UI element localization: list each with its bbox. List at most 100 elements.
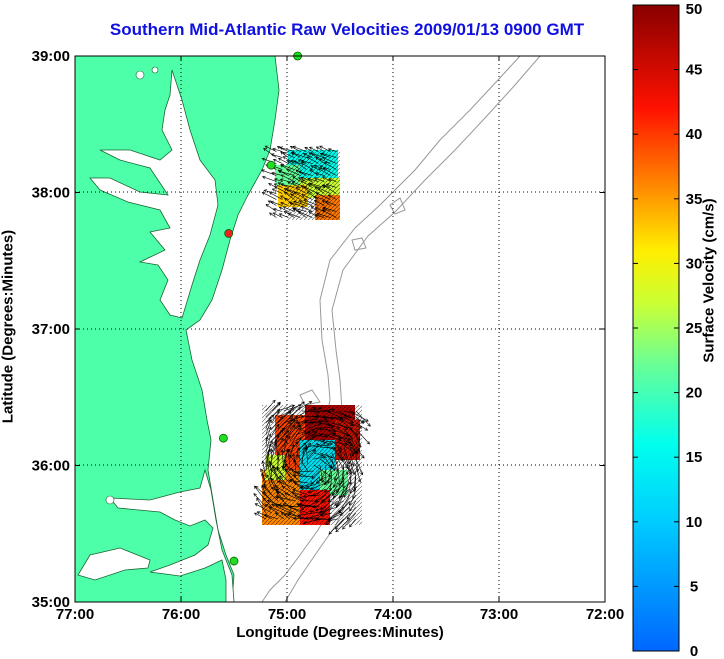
velocity-arrow-head xyxy=(269,212,273,216)
velocity-arrow xyxy=(337,428,349,437)
velocity-arrow-head xyxy=(283,513,288,517)
velocity-arrow-head xyxy=(325,200,329,204)
velocity-arrow xyxy=(309,146,319,152)
velocity-arrow xyxy=(289,422,300,436)
velocity-arrow-head xyxy=(364,427,369,431)
velocity-arrow-head xyxy=(264,504,269,508)
velocity-arrow xyxy=(265,504,284,514)
velocity-arrow xyxy=(262,176,277,182)
velocity-arrow-head xyxy=(290,467,294,472)
velocity-arrow-head xyxy=(349,490,353,494)
velocity-arrow xyxy=(271,442,277,459)
velocity-arrow xyxy=(355,434,361,447)
velocity-arrow xyxy=(282,486,296,496)
velocity-arrow xyxy=(315,506,326,511)
velocity-arrow xyxy=(336,476,345,494)
velocity-arrow-head xyxy=(301,194,306,198)
velocity-arrow-head xyxy=(293,458,297,463)
velocity-arrow-head xyxy=(344,426,349,430)
velocity-arrow xyxy=(271,503,290,514)
velocity-arrow xyxy=(341,464,345,484)
velocity-arrow xyxy=(313,452,324,457)
velocity-arrow xyxy=(349,458,355,475)
velocity-arrow-head xyxy=(332,467,336,472)
velocity-arrow-head xyxy=(309,182,313,186)
velocity-arrow-head xyxy=(302,442,307,447)
velocity-arrow xyxy=(280,178,289,182)
colorbar-tick-label: 30 xyxy=(686,255,703,272)
velocity-arrow xyxy=(297,211,313,218)
velocity-arrow-head xyxy=(289,417,293,421)
velocity-arrow-head xyxy=(296,495,301,499)
velocity-arrow-head xyxy=(290,151,295,155)
colorbar-tick-label: 45 xyxy=(686,62,703,79)
velocity-arrow xyxy=(315,488,332,503)
velocity-arrow xyxy=(300,500,320,510)
velocity-arrow xyxy=(320,488,338,503)
velocity-arrow xyxy=(313,444,330,448)
velocity-arrow xyxy=(323,185,337,194)
velocity-arrow-head xyxy=(290,491,295,495)
velocity-arrow-head xyxy=(314,507,319,512)
velocity-arrow-head xyxy=(313,164,318,169)
velocity-arrow xyxy=(279,213,289,218)
velocity-arrow xyxy=(291,152,307,158)
velocity-arrow xyxy=(322,208,331,212)
velocity-arrow-head xyxy=(302,152,307,157)
velocity-arrow-head xyxy=(302,521,307,525)
velocity-arrow-head xyxy=(289,145,294,149)
y-axis-ticks: 35:00 36:00 37:00 38:00 39:00 xyxy=(32,48,605,611)
velocity-arrow-head xyxy=(292,424,296,429)
velocity-arrow-head xyxy=(320,453,324,457)
velocity-arrow xyxy=(279,475,291,490)
velocity-arrow-head xyxy=(300,486,304,490)
velocity-arrow-head xyxy=(287,212,292,216)
velocity-arrow-head xyxy=(322,455,327,460)
velocity-arrow-head xyxy=(314,172,319,176)
velocity-arrow-head xyxy=(296,422,300,426)
velocity-arrow xyxy=(337,416,354,427)
velocity-arrow xyxy=(319,464,324,483)
velocity-arrow xyxy=(283,424,296,442)
velocity-arrow xyxy=(333,476,339,488)
velocity-arrow-head xyxy=(314,177,318,181)
velocity-arrow xyxy=(319,165,331,170)
velocity-arrow-head xyxy=(279,146,283,150)
velocity-arrow-head xyxy=(327,518,331,523)
velocity-arrow-head xyxy=(322,200,326,204)
velocity-arrow-head xyxy=(289,201,293,205)
velocity-arrow-head xyxy=(280,512,285,516)
velocity-arrow-head xyxy=(309,509,313,514)
velocity-arrow xyxy=(270,469,285,484)
velocity-arrow-head xyxy=(338,510,342,514)
velocity-arrow xyxy=(293,482,308,490)
velocity-arrow xyxy=(319,470,327,482)
velocity-arrow xyxy=(289,424,302,442)
velocity-arrow-head xyxy=(274,438,278,443)
velocity-arrow xyxy=(349,434,359,453)
velocity-arrow-head xyxy=(297,513,301,517)
velocity-arrow-head xyxy=(317,187,322,191)
lake xyxy=(135,70,145,80)
velocity-arrow xyxy=(265,427,272,442)
velocity-arrow xyxy=(312,488,326,497)
velocity-arrow xyxy=(254,512,266,520)
velocity-arrow xyxy=(334,470,339,481)
velocity-arrow xyxy=(316,476,326,483)
velocity-arrow xyxy=(278,157,289,164)
velocity-arrow xyxy=(328,518,345,535)
velocity-arrow xyxy=(311,470,321,479)
map-layers xyxy=(75,56,605,602)
velocity-arrow xyxy=(256,498,267,514)
velocity-arrow xyxy=(310,165,319,170)
velocity-arrow-head xyxy=(365,418,369,422)
velocity-arrow xyxy=(287,449,291,465)
velocity-arrow-head xyxy=(292,488,296,492)
velocity-arrow xyxy=(308,183,319,188)
velocity-arrow xyxy=(253,493,267,508)
velocity-arrow xyxy=(316,146,325,152)
velocity-arrow-head xyxy=(294,419,299,424)
velocity-arrow xyxy=(294,494,308,502)
velocity-arrow xyxy=(281,174,295,182)
plot-title: Southern Mid-Atlantic Raw Velocities 200… xyxy=(109,20,585,39)
